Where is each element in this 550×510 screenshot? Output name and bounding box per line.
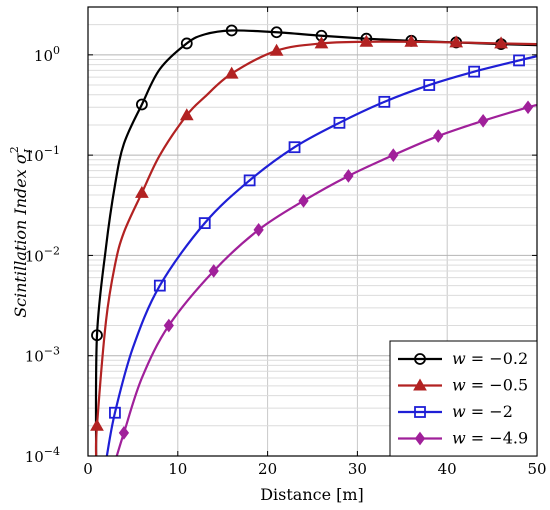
data-point [378,95,391,108]
legend-entry: w = −2 [398,402,513,421]
series-layer [90,24,537,456]
data-point [109,406,121,419]
y-tick-exponent: −4 [44,445,60,458]
data-point [449,35,464,48]
data-point [153,279,166,292]
y-tick-label: 10−2 [25,244,60,265]
y-tick-mantissa: 10 [25,348,44,366]
y-tick-exponent: −1 [44,144,60,157]
y-tick-exponent: 0 [53,44,60,57]
data-point [468,65,481,78]
data-point [208,264,219,278]
y-tick-label: 100 [34,44,60,65]
x-tick-label: 20 [258,460,277,478]
y-tick-mantissa: 10 [25,247,44,265]
legend-label: w = −0.5 [452,376,528,395]
x-tick-label: 0 [83,460,93,478]
data-point [477,113,489,128]
data-point [494,36,508,49]
data-point [433,129,444,143]
data-point [343,169,354,183]
plot-frame [87,6,538,457]
y-axis-title-sub: I [22,148,35,154]
series-2 [90,34,537,456]
y-tick-mantissa: 10 [25,147,44,165]
series-line [94,40,537,456]
y-axis-title-sup: 2 [8,146,21,153]
data-point [404,34,419,47]
data-point [513,54,525,67]
data-point [180,37,193,50]
data-point [135,185,149,198]
data-point [198,217,211,230]
legend-variable: w [452,402,466,421]
series-line [105,55,537,456]
x-tick-label: 30 [348,460,367,478]
y-tick-mantissa: 10 [25,448,44,466]
y-axis-title-main: Scintillation Index σ [11,152,30,318]
x-tick-labels: 0 10 20 30 40 50 [83,460,546,478]
y-tick-exponent: −3 [44,345,60,358]
data-point [298,194,309,208]
legend-value: = −0.5 [466,376,528,395]
legend-label: w = −2 [452,402,513,421]
data-point [224,66,239,79]
data-point [270,26,283,39]
legend-variable: w [452,429,466,448]
legend-variable: w [452,349,466,368]
x-tick-label: 10 [168,460,187,478]
data-point [243,174,256,187]
legend-entry: w = −0.2 [398,349,528,368]
y-tick-label: 10−1 [25,144,60,165]
series-3 [105,54,537,456]
legend-value: = −0.2 [466,349,528,368]
legend-marker [414,406,426,418]
data-point [359,34,374,47]
data-point [522,100,534,115]
legend-marker [413,378,427,391]
data-point [118,426,130,440]
legend-value: = −4.9 [466,429,528,448]
x-tick-label: 40 [438,460,457,478]
legend-label: w = −4.9 [452,429,528,448]
data-point [423,79,436,91]
legend: w = −0.2w = −0.5w = −2w = −4.9 [389,340,538,457]
y-tick-mantissa: 10 [34,47,53,65]
legend-marker [414,353,426,365]
data-point [314,36,329,49]
series-4 [115,100,537,456]
data-point [163,318,174,333]
legend-value: = −2 [466,402,513,421]
data-point [179,108,194,121]
legend-variable: w [452,376,466,395]
x-tick-label: 50 [527,460,546,478]
y-axis-title: Scintillation Index σ2I [8,146,35,318]
y-tick-label: 10−4 [25,445,60,466]
data-point [333,116,346,129]
x-axis-title: Distance [m] [260,485,364,504]
data-point [253,222,264,237]
y-tick-exponent: −2 [44,244,60,257]
legend-entry: w = −4.9 [398,429,528,448]
legend-entry: w = −0.5 [398,376,528,395]
y-tick-label: 10−3 [25,345,60,366]
legend-label: w = −0.2 [452,349,528,368]
data-point [91,329,103,342]
data-point [388,148,399,162]
data-point [269,43,284,56]
data-point [288,141,301,154]
legend-marker [414,431,426,446]
data-point [90,418,104,431]
data-point [225,24,238,37]
data-point [135,98,148,111]
